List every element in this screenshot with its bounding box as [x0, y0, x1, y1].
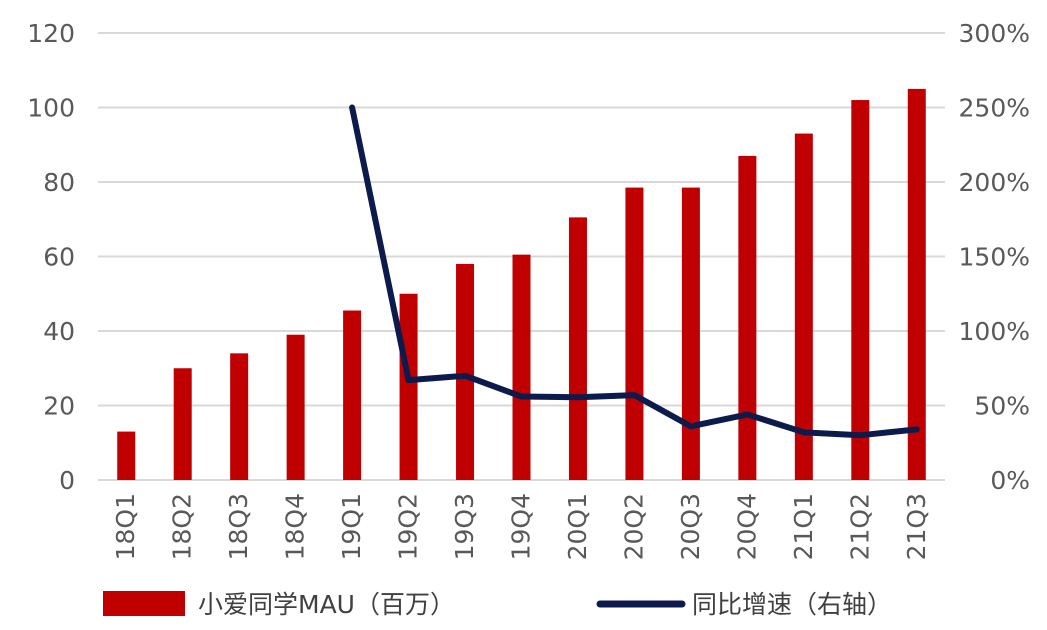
line-point: [408, 379, 410, 381]
x-tick-label: 21Q2: [845, 493, 874, 560]
line-point: [464, 375, 466, 377]
left-axis-ticks: 0 20 40 60 80 100 120: [27, 19, 75, 495]
left-tick-label: 40: [43, 317, 75, 346]
right-tick-label: 300%: [959, 19, 1030, 48]
line-point: [577, 396, 579, 398]
bar: [230, 353, 249, 480]
x-axis-ticks: 18Q1 18Q2 18Q3 18Q4 19Q1 19Q2 19Q3 19Q4 20Q1 20Q2…: [111, 493, 931, 560]
x-tick-label: 20Q3: [676, 493, 705, 560]
bar: [851, 100, 870, 481]
bar: [907, 88, 926, 480]
x-tick-label: 19Q1: [337, 493, 366, 560]
line-point: [690, 425, 692, 427]
line-point: [351, 107, 353, 108]
left-tick-label: 20: [43, 392, 75, 421]
right-tick-label: 200%: [959, 168, 1030, 197]
bar: [794, 133, 813, 480]
line-point: [633, 394, 635, 396]
bar: [399, 293, 418, 480]
bar: [568, 217, 587, 480]
x-tick-label: 20Q1: [563, 493, 592, 560]
bar: [512, 254, 531, 480]
bar: [681, 187, 700, 480]
legend-label-bar: 小爱同学MAU（百万）: [198, 590, 455, 619]
line-series: [349, 104, 920, 439]
x-tick-label: 18Q1: [111, 493, 140, 560]
x-tick-label: 19Q2: [394, 493, 423, 560]
line-point: [803, 431, 805, 433]
x-tick-label: 19Q3: [450, 493, 479, 560]
bar: [343, 310, 362, 480]
legend: 小爱同学MAU（百万） 同比增速（右轴）: [103, 590, 892, 619]
x-tick-label: 20Q2: [619, 493, 648, 560]
line-point: [916, 428, 918, 430]
bar: [286, 334, 305, 480]
x-tick-label: 19Q4: [507, 493, 536, 560]
right-tick-label: 250%: [959, 94, 1030, 123]
left-tick-label: 60: [43, 243, 75, 272]
right-axis-ticks: 0% 50% 100% 150% 200% 250% 300%: [959, 19, 1030, 495]
legend-swatch-bar: [103, 591, 185, 616]
x-tick-label: 20Q4: [732, 493, 761, 560]
legend-label-line: 同比增速（右轴）: [692, 590, 892, 619]
x-tick-label: 21Q3: [902, 493, 931, 560]
left-tick-label: 120: [27, 19, 75, 48]
left-tick-label: 0: [59, 466, 75, 495]
bar-series: [117, 88, 926, 481]
bar: [738, 155, 757, 481]
right-tick-label: 100%: [959, 317, 1030, 346]
left-tick-label: 80: [43, 168, 75, 197]
x-tick-label: 21Q1: [789, 493, 818, 560]
line-point: [521, 396, 522, 398]
right-tick-label: 50%: [974, 392, 1030, 421]
line-point: [746, 413, 748, 415]
x-tick-label: 18Q2: [168, 493, 197, 560]
line-point: [859, 434, 861, 436]
x-tick-label: 18Q4: [281, 493, 310, 560]
bar: [173, 368, 192, 480]
x-tick-label: 18Q3: [224, 493, 253, 560]
left-tick-label: 100: [27, 94, 75, 123]
bar: [625, 187, 644, 480]
right-tick-label: 150%: [959, 243, 1030, 272]
bar: [456, 263, 475, 480]
right-tick-label: 0%: [990, 466, 1030, 495]
bar: [117, 431, 136, 480]
